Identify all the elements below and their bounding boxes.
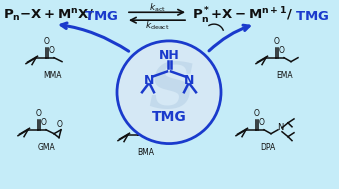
Text: O: O	[49, 46, 55, 55]
Text: $k_{\rm deact}$: $k_{\rm deact}$	[145, 20, 170, 32]
Text: NH: NH	[159, 49, 179, 62]
Text: O: O	[136, 114, 141, 123]
Text: O: O	[41, 118, 47, 127]
Text: TMG: TMG	[152, 110, 186, 124]
Text: $k_{\rm act}$: $k_{\rm act}$	[148, 1, 165, 14]
Text: $\mathbf{TMG}$: $\mathbf{TMG}$	[295, 10, 329, 23]
Text: GMA: GMA	[37, 143, 55, 152]
Text: O: O	[259, 118, 265, 127]
Text: O: O	[279, 46, 285, 55]
Text: O: O	[36, 109, 41, 118]
Text: BMA: BMA	[138, 148, 155, 157]
Text: $\mathbf{TMG}$: $\mathbf{TMG}$	[84, 10, 118, 23]
Text: O: O	[141, 123, 147, 132]
Text: N: N	[277, 123, 283, 132]
Circle shape	[117, 41, 221, 144]
Text: EMA: EMA	[277, 71, 293, 80]
Text: MMA: MMA	[44, 71, 62, 80]
Text: O: O	[274, 37, 279, 46]
Text: DPA: DPA	[260, 143, 276, 152]
Text: N: N	[144, 74, 154, 87]
Text: $\mathbf{P_n}$$\mathbf{-X + M^nX/}$: $\mathbf{P_n}$$\mathbf{-X + M^nX/}$	[3, 8, 95, 24]
Text: $\mathbf{P_n^*}$$\mathbf{ + X-M^{n+1}/}$: $\mathbf{P_n^*}$$\mathbf{ + X-M^{n+1}/}$	[192, 6, 293, 26]
Text: O: O	[57, 120, 63, 129]
Text: S: S	[148, 60, 194, 121]
Text: O: O	[254, 109, 259, 118]
Text: N: N	[184, 74, 194, 87]
Text: O: O	[44, 37, 49, 46]
